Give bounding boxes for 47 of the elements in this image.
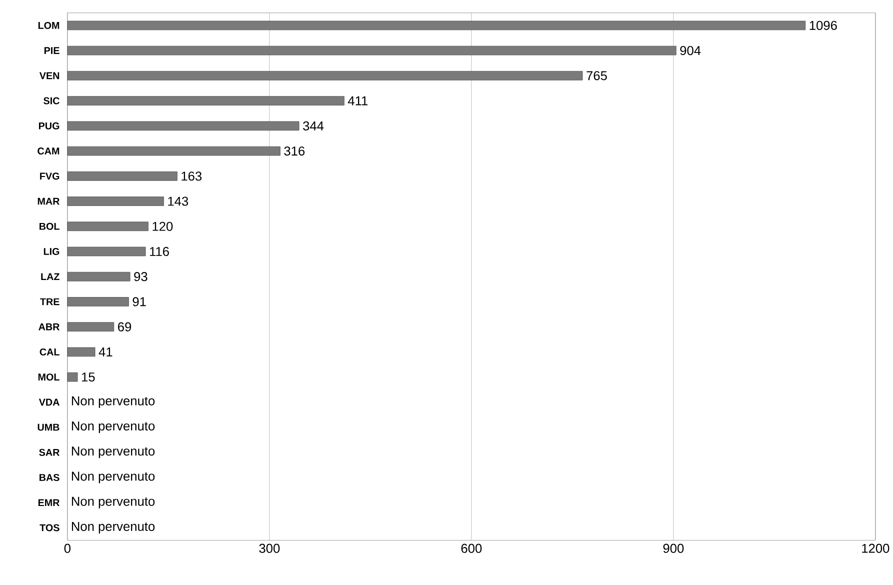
data-label: 904 xyxy=(680,46,701,56)
text: Non pervenuto xyxy=(72,396,155,408)
y-tick-label: LIG xyxy=(44,248,60,256)
data-label: 316 xyxy=(284,146,305,156)
x-tick-label: 900 xyxy=(663,544,684,553)
y-tick-label: TRE xyxy=(40,298,60,306)
data-label: 91 xyxy=(132,297,146,306)
data-label: 143 xyxy=(168,196,188,206)
y-tick-label: CAL xyxy=(40,348,60,356)
text: Non pervenuto xyxy=(72,422,155,434)
data-label: 344 xyxy=(303,121,324,130)
y-tick-label: VDA xyxy=(38,398,60,406)
y-tick-label: EMR xyxy=(38,499,60,506)
y-tick-label: LOM xyxy=(38,22,60,29)
x-tick-label: 0 xyxy=(64,544,70,553)
x-tick-label: 1200 xyxy=(862,544,890,553)
data-label: 93 xyxy=(134,272,148,282)
y-tick-label: PIE xyxy=(44,47,60,54)
y-tick-label: VEN xyxy=(39,72,60,80)
x-tick-label: 300 xyxy=(259,544,280,553)
y-tick-label: FVG xyxy=(40,172,60,180)
y-tick-label: BAS xyxy=(40,474,60,482)
y-tick-label: MAR xyxy=(38,198,60,205)
y-tick-label: UMB xyxy=(38,424,60,431)
y-tick-label: SIC xyxy=(44,97,60,104)
data-label: 41 xyxy=(98,348,112,356)
data-label: 765 xyxy=(586,71,607,80)
y-tick-label: CAM xyxy=(38,148,60,155)
data-label: 15 xyxy=(82,372,95,382)
x-tick-label: 600 xyxy=(461,544,482,553)
y-tick-label: SAR xyxy=(39,448,60,456)
text: Non pervenuto xyxy=(72,522,155,534)
text: Non pervenuto xyxy=(72,446,155,458)
y-tick-label: TOS xyxy=(40,524,60,532)
data-label: 1096 xyxy=(810,20,837,30)
data-label: 120 xyxy=(152,222,173,231)
y-tick-label: MOL xyxy=(38,374,60,381)
data-label: 411 xyxy=(348,96,368,106)
data-label: 163 xyxy=(182,172,202,181)
text: Non pervenuto xyxy=(72,472,155,484)
data-label: 69 xyxy=(118,322,132,332)
y-tick-label: PUG xyxy=(38,122,60,130)
y-tick-label: BOL xyxy=(40,222,60,230)
y-tick-label: LAZ xyxy=(41,273,60,280)
data-label: 116 xyxy=(150,246,169,256)
y-tick-label: ABR xyxy=(38,323,60,330)
text: Non pervenuto xyxy=(72,496,155,508)
